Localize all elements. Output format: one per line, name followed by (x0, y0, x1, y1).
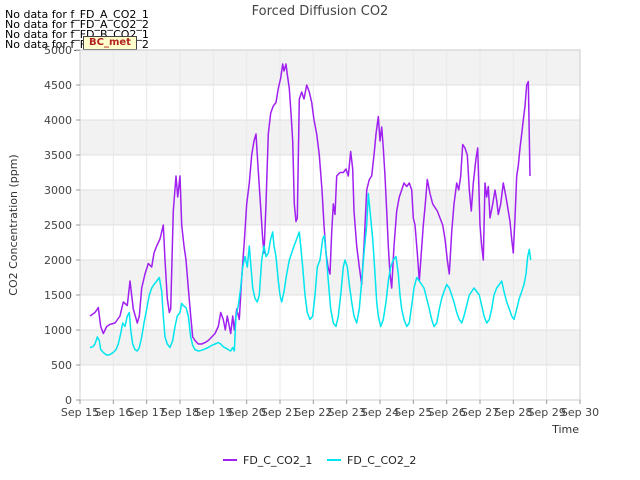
chart-title: Forced Diffusion CO2 (252, 4, 389, 19)
background-band (80, 120, 580, 155)
y-tick-label: 2000 (44, 254, 72, 267)
x-tick-label: Sep 30 (561, 406, 599, 419)
y-tick-label: 5000 (44, 44, 72, 57)
y-tick-label: 0 (65, 394, 72, 407)
y-tick-label: 500 (51, 359, 72, 372)
y-tick-label: 4000 (44, 114, 72, 127)
legend-item: FD_C_CO2_1 (223, 454, 312, 467)
legend-label: FD_C_CO2_2 (347, 454, 416, 467)
no-data-message: No data for f_FD_A_CO2_1 (5, 8, 149, 21)
series-line-FD_C_CO2_2 (89, 192, 532, 356)
x-tick-label: Sep 19 (194, 406, 232, 419)
x-tick-label: Sep 17 (128, 406, 166, 419)
y-tick-label: 4500 (44, 79, 72, 92)
legend: FD_C_CO2_1 FD_C_CO2_2 (223, 454, 416, 467)
x-tick-label: Sep 25 (394, 406, 432, 419)
x-tick-label: Sep 21 (261, 406, 299, 419)
y-axis: 0 500 1000 1500 2000 2500 3000 3500 4000 4500 5000 (44, 44, 80, 407)
background-bands (80, 50, 580, 365)
x-tick-label: Sep 16 (94, 406, 132, 419)
background-band (80, 330, 580, 365)
series-lines (89, 63, 532, 356)
y-tick-label: 1000 (44, 324, 72, 337)
y-axis-title: CO2 Concentration (ppm) (7, 154, 20, 295)
x-tick-label: Sep 27 (461, 406, 499, 419)
x-tick-label: Sep 20 (228, 406, 266, 419)
no-data-message: No data for f_FD_A_CO2_2 (5, 18, 149, 31)
background-band (80, 50, 580, 85)
y-tick-label: 3500 (44, 149, 72, 162)
x-tick-label: Sep 22 (294, 406, 332, 419)
y-tick-label: 1500 (44, 289, 72, 302)
x-axis-title: Time (551, 423, 579, 436)
series-line-FD_C_CO2_1 (89, 63, 531, 345)
y-tick-label: 2500 (44, 219, 72, 232)
legend-item: FD_C_CO2_2 (327, 454, 416, 467)
x-tick-label: Sep 18 (161, 406, 199, 419)
y-tick-label: 3000 (44, 184, 72, 197)
x-tick-label: Sep 15 (61, 406, 99, 419)
x-tick-label: Sep 24 (361, 406, 399, 419)
x-tick-label: Sep 23 (328, 406, 366, 419)
no-data-message: No data for f_FD_B_CO2_1 (5, 28, 149, 41)
x-tick-label: Sep 26 (428, 406, 466, 419)
x-tick-label: Sep 28 (494, 406, 532, 419)
no-data-message: No data for f_FD_B_CO2_2 (5, 38, 149, 51)
x-tick-label: Sep 29 (528, 406, 566, 419)
legend-label: FD_C_CO2_1 (243, 454, 312, 467)
